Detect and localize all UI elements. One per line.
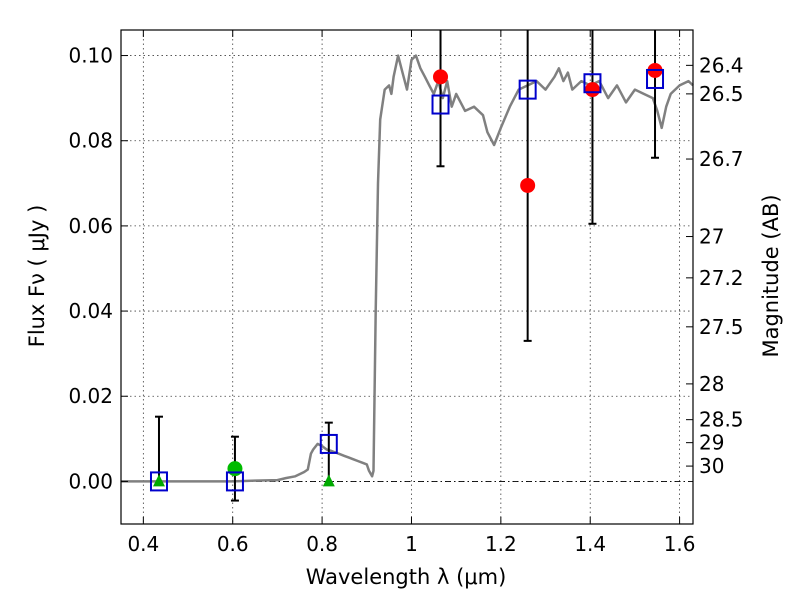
data-point-circle <box>584 82 600 98</box>
model-flux-square <box>319 433 338 454</box>
y-tick-label: 0.00 <box>68 469 113 493</box>
x-tick-label: 1.2 <box>485 532 517 556</box>
x-tick-label: 1.4 <box>574 532 606 556</box>
x-tick-label: 0.4 <box>127 532 159 556</box>
right-tick-label: 28.5 <box>699 408 744 432</box>
data-point-circle <box>433 69 449 85</box>
model-flux-square <box>225 471 244 492</box>
right-axis-label: Magnitude (AB) <box>759 194 783 357</box>
model-flux-square <box>583 73 602 94</box>
right-tick-label: 27.2 <box>699 266 744 290</box>
y-tick-label: 0.02 <box>68 384 113 408</box>
model-spectrum-line <box>121 54 694 483</box>
y-tick-label: 0.08 <box>68 129 113 153</box>
data-point-circle <box>520 177 536 193</box>
axis-ticks: 0.4 0.6 0.8 1 1.2 1.4 1.6 0.00 0.02 0.04 0.06 0.08 0… <box>68 30 744 556</box>
data-point-circle <box>227 461 243 477</box>
model-flux-square <box>431 94 450 115</box>
x-tick-label: 1 <box>405 532 418 556</box>
y-axis-label: Flux Fν ( μJy ) <box>25 205 49 348</box>
plot-area <box>121 30 694 502</box>
upper-limit-triangle <box>322 474 335 487</box>
right-tick-label: 26.5 <box>699 82 744 106</box>
x-tick-label: 1.6 <box>664 532 696 556</box>
right-tick-label: 30 <box>699 454 724 478</box>
x-axis-label: Wavelength λ (μm) <box>306 565 507 589</box>
right-tick-label: 26.7 <box>699 147 744 171</box>
model-flux-square <box>149 471 168 492</box>
y-tick-label: 0.06 <box>68 214 113 238</box>
model-flux-square <box>518 79 537 100</box>
grid <box>121 30 693 524</box>
x-tick-label: 0.8 <box>306 532 338 556</box>
right-tick-label: 27 <box>699 225 724 249</box>
y-tick-label: 0.04 <box>68 299 113 323</box>
right-tick-label: 28 <box>699 372 724 396</box>
right-tick-label: 27.5 <box>699 315 744 339</box>
model-flux-square <box>646 68 665 89</box>
y-tick-label: 0.10 <box>68 44 113 68</box>
right-tick-label: 26.4 <box>699 53 744 77</box>
upper-limit-triangle <box>152 474 165 487</box>
right-tick-label: 29 <box>699 431 724 455</box>
plot-frame <box>120 29 694 525</box>
x-tick-label: 0.6 <box>217 532 249 556</box>
